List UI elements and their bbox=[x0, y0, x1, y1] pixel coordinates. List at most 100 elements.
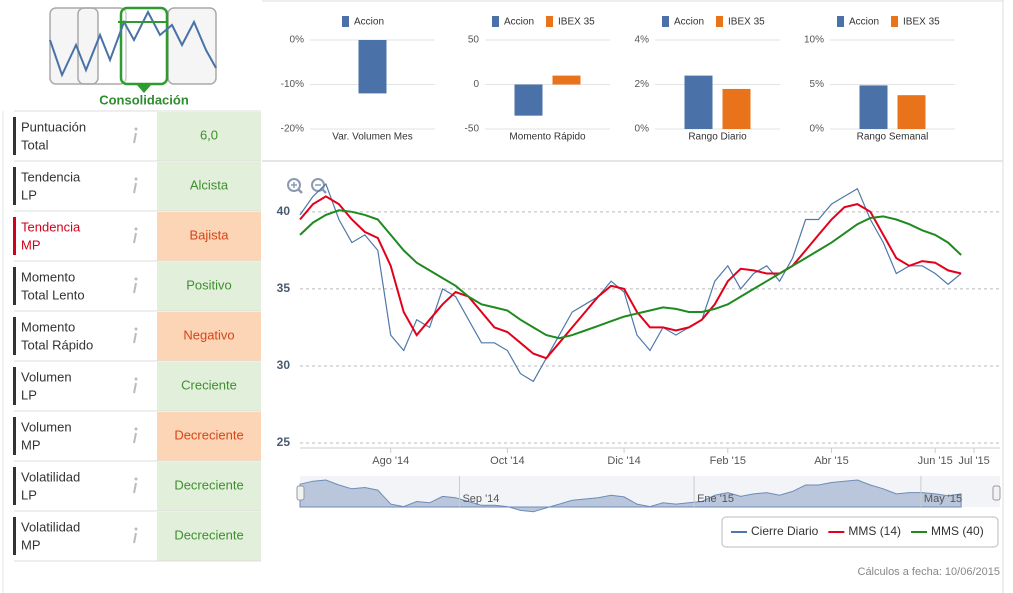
info-icon bbox=[133, 177, 138, 194]
value-cell bbox=[157, 112, 261, 161]
legend-swatch bbox=[662, 16, 669, 27]
row-value: Negativo bbox=[183, 327, 234, 342]
row-marker bbox=[13, 517, 16, 555]
line-series bbox=[299, 209, 962, 340]
info-icon bbox=[133, 277, 138, 294]
row-value: Decreciente bbox=[174, 527, 243, 542]
legend-label: IBEX 35 bbox=[903, 17, 940, 28]
row-value: Bajista bbox=[189, 227, 229, 242]
footer: Cálculos a fecha: 10/06/2015 bbox=[858, 566, 1001, 578]
y-tick-label: -10% bbox=[281, 79, 304, 90]
row-label: Total Rápido bbox=[21, 337, 93, 352]
info-stem bbox=[133, 282, 137, 294]
row-marker bbox=[13, 117, 16, 155]
bar bbox=[684, 75, 713, 129]
row-label: Momento bbox=[21, 319, 75, 334]
x-tick-label: Abr '15 bbox=[814, 455, 849, 467]
value-cell bbox=[157, 262, 261, 311]
category-label: Momento Rápido bbox=[509, 132, 586, 143]
row-label: Volumen bbox=[21, 419, 72, 434]
value-cell bbox=[157, 162, 261, 211]
info-dot bbox=[134, 477, 138, 481]
row-label: Volatilidad bbox=[21, 469, 80, 484]
navigator-handle[interactable] bbox=[296, 485, 305, 501]
legend-label: Accion bbox=[674, 17, 704, 28]
legend-label: IBEX 35 bbox=[728, 17, 765, 28]
info-stem bbox=[133, 182, 137, 194]
legend-box bbox=[721, 516, 999, 548]
legend-swatch bbox=[342, 16, 349, 27]
y-tick-label: 0 bbox=[473, 79, 479, 90]
info-stem bbox=[133, 132, 137, 144]
category-label: Var. Volumen Mes bbox=[332, 132, 412, 143]
bar bbox=[514, 84, 543, 116]
row-value: Decreciente bbox=[174, 427, 243, 442]
legend-label: Cierre Diario bbox=[751, 524, 819, 538]
info-icon bbox=[133, 477, 138, 494]
bar bbox=[358, 40, 387, 94]
line-series bbox=[299, 183, 962, 383]
x-tick-label: Ago '14 bbox=[372, 455, 409, 467]
row-label: MP bbox=[21, 437, 41, 452]
row-marker bbox=[13, 267, 16, 305]
info-stem bbox=[133, 532, 137, 544]
row-label: LP bbox=[21, 187, 37, 202]
row-label: Tendencia bbox=[21, 169, 81, 184]
legend-label: MMS (14) bbox=[848, 524, 901, 538]
navigator-handle[interactable] bbox=[992, 485, 1001, 501]
info-dot bbox=[134, 277, 138, 281]
legend-label: Accion bbox=[504, 17, 534, 28]
info-dot bbox=[134, 327, 138, 331]
row-label: Volatilidad bbox=[21, 519, 80, 534]
category-label: Rango Diario bbox=[688, 132, 747, 143]
row-marker bbox=[13, 167, 16, 205]
y-tick-label: 40 bbox=[277, 204, 291, 218]
row-marker bbox=[13, 217, 16, 255]
info-stem bbox=[133, 482, 137, 494]
y-tick-label: 25 bbox=[277, 435, 291, 449]
value-cell bbox=[157, 412, 261, 461]
navigator-area bbox=[299, 479, 962, 513]
legend-swatch bbox=[837, 16, 844, 27]
row-label: LP bbox=[21, 487, 37, 502]
info-stem bbox=[133, 332, 137, 344]
legend-swatch bbox=[716, 16, 724, 27]
info-icon bbox=[133, 227, 138, 244]
row-value: Alcista bbox=[190, 177, 229, 192]
row-label: Puntuación bbox=[21, 119, 86, 134]
legend-swatch bbox=[492, 16, 499, 27]
value-cell bbox=[157, 462, 261, 511]
y-tick-label: 30 bbox=[277, 358, 291, 372]
row-marker bbox=[13, 417, 16, 455]
navigator-label: Sep '14 bbox=[462, 493, 499, 505]
info-stem bbox=[133, 432, 137, 444]
row-label: LP bbox=[21, 387, 37, 402]
row-marker bbox=[13, 467, 16, 505]
row-label: Tendencia bbox=[21, 219, 81, 234]
row-label: MP bbox=[21, 237, 41, 252]
row-value: Creciente bbox=[181, 377, 237, 392]
x-tick-label: Oct '14 bbox=[490, 455, 525, 467]
value-cell bbox=[157, 312, 261, 361]
line-series bbox=[299, 195, 962, 360]
row-label: Total bbox=[21, 137, 49, 152]
row-label: Volumen bbox=[21, 369, 72, 384]
value-cell bbox=[157, 512, 261, 561]
legend-label: Accion bbox=[354, 17, 384, 28]
row-value: 6,0 bbox=[200, 127, 218, 142]
legend-label: MMS (40) bbox=[931, 524, 984, 538]
zoom-in-button[interactable] bbox=[287, 178, 303, 194]
info-dot bbox=[134, 527, 138, 531]
row-marker bbox=[13, 317, 16, 355]
y-tick-label: 0% bbox=[810, 124, 825, 135]
y-tick-label: 4% bbox=[635, 35, 650, 46]
y-tick-label: 10% bbox=[804, 35, 824, 46]
pattern-label: Consolidación bbox=[99, 92, 189, 107]
row-marker bbox=[13, 367, 16, 405]
y-tick-label: 0% bbox=[290, 35, 305, 46]
row-value: Positivo bbox=[186, 277, 232, 292]
value-cell bbox=[157, 212, 261, 261]
info-icon bbox=[133, 427, 138, 444]
navigator-label: Ene '15 bbox=[697, 493, 734, 505]
x-tick-label: Jul '15 bbox=[958, 455, 989, 467]
